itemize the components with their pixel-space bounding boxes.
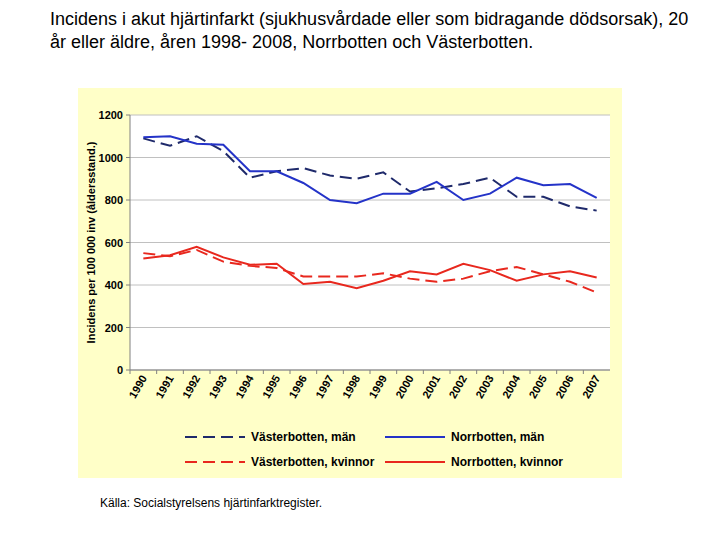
x-tick xyxy=(556,370,557,374)
x-tick-label: 1995 xyxy=(260,373,283,400)
x-tick-label: 2005 xyxy=(526,373,549,400)
x-tick xyxy=(316,370,317,374)
x-tick-label: 1996 xyxy=(286,373,309,400)
series-line xyxy=(143,136,596,210)
panel xyxy=(78,88,622,478)
y-tick-label: 400 xyxy=(105,279,123,291)
x-tick xyxy=(343,370,344,374)
x-tick-label: 1991 xyxy=(153,373,176,400)
x-tick xyxy=(263,370,264,374)
x-tick-label: 2004 xyxy=(500,372,523,400)
y-axis xyxy=(130,115,131,370)
x-tick xyxy=(236,370,237,374)
legend-label: Västerbotten, kvinnor xyxy=(251,455,375,469)
grid-line xyxy=(130,157,610,158)
x-tick xyxy=(583,370,584,374)
y-tick-label: 200 xyxy=(105,322,123,334)
x-tick-label: 1999 xyxy=(366,373,389,400)
x-tick-label: 1997 xyxy=(313,373,336,400)
grid-line xyxy=(130,327,610,328)
x-tick xyxy=(183,370,184,374)
title: Incidens i akut hjärtinfarkt (sjukhusvår… xyxy=(50,8,690,54)
x-tick-label: 2000 xyxy=(393,373,416,400)
x-tick xyxy=(130,370,131,374)
source: Källa: Socialstyrelsens hjärtinfarktregi… xyxy=(100,496,322,510)
grid-line xyxy=(130,115,610,116)
y-tick-label: 0 xyxy=(117,364,123,376)
series-group xyxy=(143,136,596,292)
grid-line xyxy=(130,242,610,243)
grid-line xyxy=(130,200,610,201)
series-line xyxy=(143,250,596,293)
y-tick-label: 800 xyxy=(105,194,123,206)
y-tick xyxy=(126,285,130,286)
x-tick-label: 2001 xyxy=(420,373,443,400)
y-tick-label: 1000 xyxy=(99,152,123,164)
y-tick-label: 1200 xyxy=(99,109,123,121)
legend-swatch xyxy=(385,461,445,463)
x-tick-label: 2006 xyxy=(553,373,576,400)
x-tick xyxy=(210,370,211,374)
x-tick xyxy=(156,370,157,374)
plot-area xyxy=(130,115,610,370)
chart: 0 200 400 600 800 1000 1200 Incidens per 100 00… xyxy=(0,0,720,540)
y-tick xyxy=(126,370,130,371)
x-tick-label: 1990 xyxy=(126,373,149,400)
y-tick xyxy=(126,115,130,116)
x-tick-label: 2002 xyxy=(446,373,469,400)
x-tick xyxy=(530,370,531,374)
series-line xyxy=(143,247,596,288)
page: 0 200 400 600 800 1000 1200 Incidens per 100 00… xyxy=(0,0,720,540)
legend-swatch xyxy=(385,436,445,438)
legend-label: Västerbotten, män xyxy=(251,430,356,444)
x-tick xyxy=(423,370,424,374)
x-tick-label: 1998 xyxy=(340,373,363,400)
y-tick xyxy=(126,157,130,158)
x-tick-label: 1992 xyxy=(180,373,203,400)
legend-label: Norrbotten, kvinnor xyxy=(451,455,563,469)
legend-label: Norrbotten, män xyxy=(451,430,544,444)
y-tick xyxy=(126,327,130,328)
x-tick xyxy=(290,370,291,374)
legend-swatch xyxy=(185,461,245,463)
y-tick-label: 600 xyxy=(105,237,123,249)
x-tick-label: 2007 xyxy=(580,373,603,400)
x-tick-label: 2003 xyxy=(473,373,496,400)
x-tick xyxy=(396,370,397,374)
x-tick-label: 1994 xyxy=(233,372,256,400)
x-tick-label: 1993 xyxy=(206,373,229,400)
legend-swatch xyxy=(185,436,245,438)
x-tick xyxy=(370,370,371,374)
x-tick xyxy=(450,370,451,374)
y-tick xyxy=(126,242,130,243)
y-tick xyxy=(126,200,130,201)
series-line xyxy=(143,136,596,203)
x-tick xyxy=(503,370,504,374)
x-tick xyxy=(476,370,477,374)
y-axis-label: Incidens per 100 000 inv (åldersstand.) xyxy=(85,141,97,343)
